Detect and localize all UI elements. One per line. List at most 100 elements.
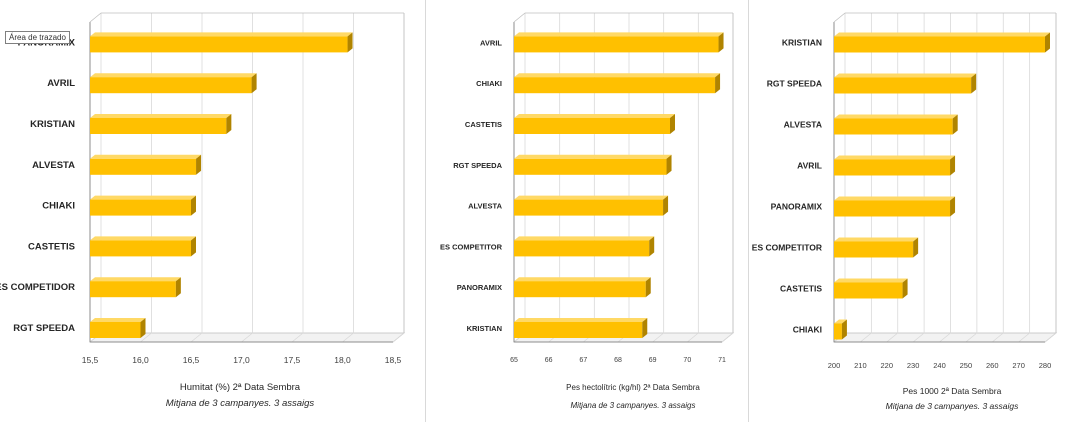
category-label: CHIAKI — [476, 79, 502, 88]
plot-area — [514, 13, 733, 342]
x-tick-label: 71 — [718, 357, 726, 364]
chart-panel-thousand-weight: KRISTIAN RGT SPEEDA ALVESTA AVRIL PANORAMIX E… — [749, 0, 1082, 422]
bar-side — [196, 154, 202, 175]
x-tick-label: 18,5 — [385, 355, 402, 365]
gridline-floor — [991, 332, 1004, 343]
gridline-floor — [1044, 332, 1057, 343]
gridline-floor — [721, 332, 734, 343]
wall-edge — [513, 12, 526, 23]
bar-top — [90, 73, 257, 78]
category-label: RGT SPEEDA — [13, 323, 75, 334]
category-label: ES COMPETITOR — [752, 243, 822, 253]
x-tick-label: 16,5 — [183, 355, 200, 365]
chart-subtitle: Mitjana de 3 campanyes. 3 assaigs — [886, 401, 1020, 411]
category-label: AVRIL — [797, 161, 822, 171]
bar — [514, 118, 670, 134]
bar-side — [902, 278, 908, 299]
bar — [90, 158, 197, 175]
bar-top — [514, 154, 672, 159]
bar-top — [834, 196, 956, 201]
x-tick-label: 250 — [960, 361, 973, 370]
x-tick-label: 280 — [1039, 361, 1052, 370]
bar-top — [514, 73, 721, 78]
x-tick-label: 66 — [545, 357, 553, 364]
gridline-floor — [1018, 332, 1030, 343]
gridline-floor — [652, 332, 664, 343]
bar-side — [663, 195, 669, 216]
category-label: RGT SPEEDA — [453, 161, 502, 170]
category-label: RGT SPEEDA — [767, 79, 822, 89]
category-label: PANORAMIX — [771, 202, 823, 212]
bar — [834, 36, 1045, 53]
gridline-floor — [392, 332, 405, 343]
bar-side — [952, 114, 958, 135]
bar — [514, 281, 646, 298]
gridline-floor — [860, 332, 872, 343]
bar — [90, 36, 348, 53]
bar-top — [834, 319, 847, 324]
gridline-floor — [687, 332, 699, 343]
bar — [90, 77, 252, 94]
bar-side — [841, 319, 847, 340]
plot-area — [90, 13, 404, 342]
bar-top — [90, 114, 232, 118]
x-tick-label: 260 — [986, 361, 999, 370]
category-label: ALVESTA — [784, 120, 822, 130]
bar-side — [950, 155, 956, 176]
bar — [90, 199, 191, 216]
chart-subtitle: Mitjana de 3 campanyes. 3 assaigs — [166, 398, 315, 409]
category-label: CASTETIS — [28, 241, 75, 252]
bar-side — [140, 318, 146, 338]
category-label: KRISTIAN — [30, 119, 75, 130]
category-label: CASTETIS — [465, 120, 502, 129]
plot-area-tooltip: Área de trazado — [5, 31, 70, 44]
x-tick-label: 210 — [854, 361, 867, 370]
gridline-floor — [965, 332, 978, 343]
x-tick-label: 17,5 — [284, 355, 301, 365]
bar — [90, 240, 191, 257]
bar-top — [514, 277, 651, 282]
bar-side — [1045, 32, 1050, 53]
category-label: ES COMPETITOR — [440, 242, 503, 251]
x-tick-label: 240 — [933, 361, 946, 370]
category-label: CHIAKI — [793, 325, 822, 335]
wall-edge — [833, 12, 846, 23]
bar — [514, 322, 643, 338]
chart-thousand-grain-weight: KRISTIAN RGT SPEEDA ALVESTA AVRIL PANORAMIX E… — [752, 12, 1058, 411]
bar-side — [347, 32, 353, 53]
category-label: ALVESTA — [32, 160, 75, 171]
bar-side — [251, 73, 257, 94]
category-label: CHIAKI — [42, 201, 75, 212]
chart-humidity: PANORAMIXAVRILKRISTIANALVESTACHIAKICASTE… — [0, 12, 406, 409]
bar-top — [834, 114, 958, 119]
bar-top — [834, 32, 1050, 37]
bar-side — [913, 237, 919, 258]
bar-side — [666, 154, 672, 175]
category-label: AVRIL — [47, 78, 75, 89]
x-tick-label: 16,0 — [132, 355, 149, 365]
bar — [834, 323, 842, 340]
bar-side — [649, 236, 655, 257]
bar-top — [90, 236, 196, 241]
bar-side — [950, 196, 956, 217]
bar-side — [191, 236, 196, 257]
bar — [834, 118, 953, 135]
gridline-floor — [140, 332, 152, 343]
bar-side — [715, 73, 721, 94]
gridline-floor — [886, 332, 899, 343]
chart-hectolitre-weight: AVRIL CHIAKI CASTETIS RGT SPEEDA ALVESTA ES C… — [440, 12, 735, 410]
bar — [90, 118, 227, 134]
bar-side — [718, 32, 724, 53]
gridline-floor — [939, 332, 951, 343]
bar-top — [834, 73, 977, 78]
x-tick-label: 18,0 — [334, 355, 351, 365]
bar-top — [514, 195, 669, 200]
bar — [514, 77, 716, 94]
bar — [90, 322, 141, 338]
gridline-floor — [190, 332, 203, 343]
bar-top — [90, 195, 196, 200]
category-label: ES COMPETIDOR — [0, 282, 75, 293]
x-tick-label: 68 — [614, 357, 622, 364]
panel-divider — [425, 0, 426, 422]
bar-top — [90, 32, 353, 37]
